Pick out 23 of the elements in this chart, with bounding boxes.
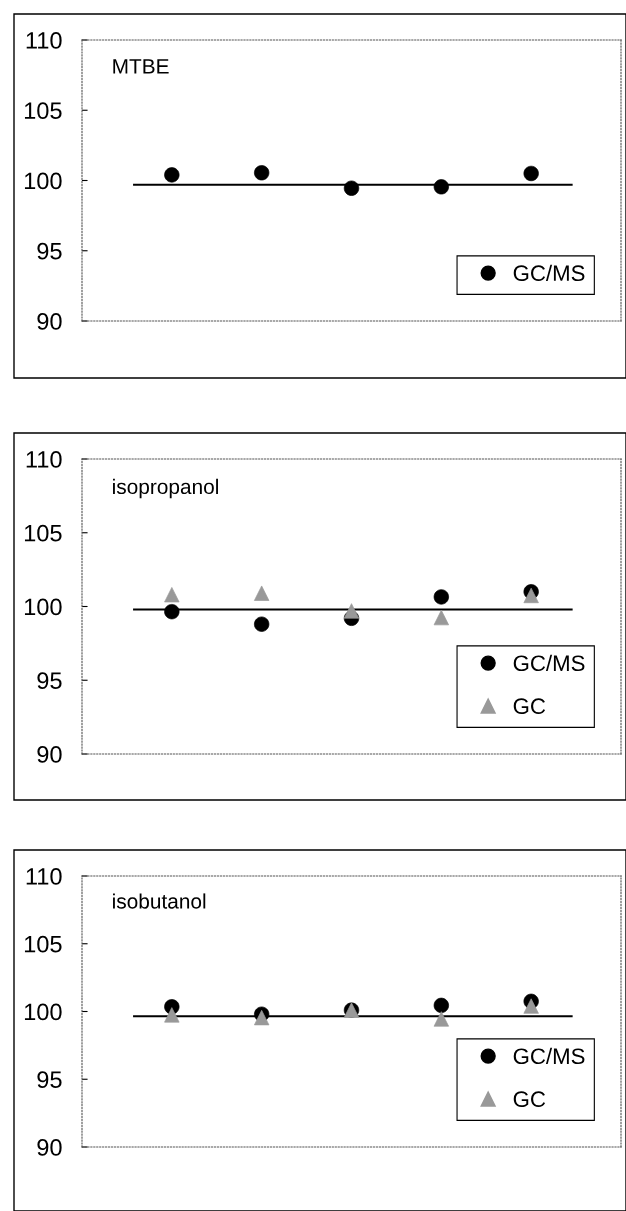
y-tick-label: 110 — [26, 451, 62, 468]
y-tick-label: 105 — [24, 935, 62, 953]
y-tick-label: 105 — [24, 524, 62, 542]
legend-label: GC/MS — [513, 264, 585, 282]
y-tick-label: 100 — [24, 1003, 62, 1021]
legend-label: GC/MS — [513, 654, 585, 672]
y-tick-label: 90 — [37, 746, 62, 763]
y-tick-label: 110 — [26, 868, 62, 885]
y-tick-label: 95 — [37, 1071, 62, 1089]
text: MTBE — [113, 59, 169, 74]
y-tick-label: 95 — [37, 242, 62, 260]
text: isobutanol — [113, 893, 206, 909]
legend-label: GC — [513, 698, 546, 715]
y-tick-label: 105 — [24, 102, 62, 120]
y-tick-label: 90 — [37, 1139, 62, 1156]
y-tick-label: 95 — [37, 672, 62, 690]
y-tick-label: 90 — [37, 313, 62, 330]
text: isopropanol — [113, 478, 218, 499]
legend-label: GC — [513, 1091, 546, 1108]
y-tick-label: 110 — [26, 32, 62, 49]
legend-label: GC/MS — [513, 1047, 585, 1065]
y-tick-label: 100 — [24, 172, 62, 190]
y-tick-label: 100 — [24, 598, 62, 616]
